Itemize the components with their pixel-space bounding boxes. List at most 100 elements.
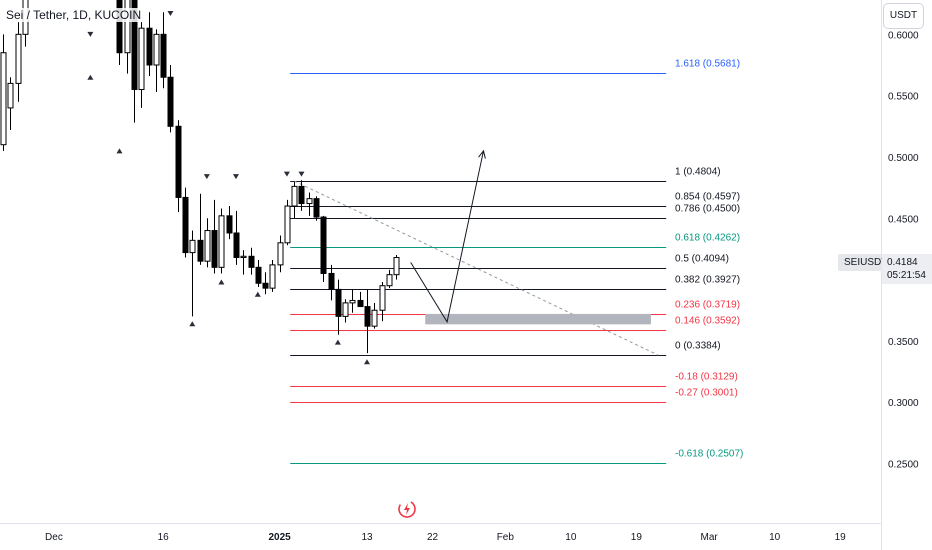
candle-body <box>298 185 305 205</box>
fib-level-label: 1 (0.4804) <box>675 167 721 178</box>
candle-body <box>379 285 386 311</box>
triangle-down-mark <box>203 174 210 180</box>
ticker-badge: SEIUSDT <box>838 254 894 271</box>
candle-body <box>153 33 160 66</box>
candle-body <box>269 264 276 289</box>
fib-level-label: 0 (0.3384) <box>675 341 721 352</box>
time-axis-tick: Mar <box>701 532 719 543</box>
candle-body <box>189 239 196 254</box>
price-axis-tick: 0.3000 <box>888 398 919 409</box>
candle-body <box>233 232 240 259</box>
candle-body <box>218 215 225 268</box>
price-axis-tick: 0.5000 <box>888 153 919 164</box>
fib-level-label: -0.618 (0.2507) <box>675 449 743 460</box>
price-axis-tick: 0.2500 <box>888 460 919 471</box>
fib-level-label: 0.854 (0.4597) <box>675 192 740 203</box>
candle-body <box>175 125 182 198</box>
candle-body <box>131 0 138 91</box>
triangle-down-mark <box>167 10 174 16</box>
time-axis-tick: 16 <box>158 532 170 543</box>
triangle-up-mark <box>334 339 341 345</box>
marks-layer <box>24 0 370 365</box>
candles-layer <box>0 0 400 354</box>
candle-body <box>357 299 364 308</box>
triangle-up-mark <box>189 321 196 327</box>
candle-body <box>248 255 255 268</box>
triangle-up-mark <box>364 359 370 365</box>
target-zone-box <box>425 313 651 325</box>
candle-body <box>226 215 233 234</box>
price-axis-tick: 0.6000 <box>888 30 919 41</box>
candle-body <box>255 266 262 284</box>
candle-body <box>342 302 349 317</box>
fib-level-label: 0.5 (0.4094) <box>675 254 729 265</box>
time-axis-tick: 13 <box>361 532 373 543</box>
candle-body <box>371 309 378 327</box>
last-price-badge: 0.4184 05:21:54 <box>882 254 932 284</box>
trend-line <box>293 180 659 356</box>
candle-body <box>386 274 393 287</box>
candle-body <box>167 76 174 127</box>
candle-body <box>0 52 7 146</box>
fib-level-label: 0.618 (0.4262) <box>675 233 740 244</box>
candle-body <box>349 299 356 304</box>
time-axis-tick: 10 <box>565 532 577 543</box>
symbol-title[interactable]: Sei / Tether, 1D, KUCOIN <box>4 8 144 22</box>
candle-body <box>262 282 269 289</box>
time-axis-tick: Dec <box>45 532 63 543</box>
time-axis-tick: 22 <box>427 532 439 543</box>
projection-path <box>410 150 484 324</box>
triangle-down-mark <box>232 174 239 180</box>
candle-body <box>15 33 22 84</box>
candle-body <box>393 257 400 276</box>
time-axis-tick: 19 <box>835 532 847 543</box>
candle-body <box>313 198 320 218</box>
price-axis-tick: 0.3500 <box>888 337 919 348</box>
fib-level-label: 0.786 (0.4500) <box>675 204 740 215</box>
candle-body <box>116 0 123 54</box>
candle-body <box>291 185 298 207</box>
candle-body <box>364 306 371 327</box>
bar-countdown: 05:21:54 <box>887 270 926 281</box>
candle-body <box>240 255 247 259</box>
currency-button[interactable]: USDT <box>883 3 924 29</box>
candle-body <box>182 196 189 254</box>
fib-level-label: 0.146 (0.3592) <box>675 316 740 327</box>
time-axis-tick: Feb <box>497 532 515 543</box>
price-axis-tick: 0.5500 <box>888 92 919 103</box>
time-axis-tick: 19 <box>631 532 643 543</box>
triangle-up-mark <box>254 291 261 297</box>
time-axis-tick: 2025 <box>269 532 292 543</box>
fib-level-label: -0.27 (0.3001) <box>675 388 738 399</box>
candle-body <box>328 272 335 290</box>
candle-body <box>204 230 211 262</box>
last-price: 0.4184 <box>887 257 918 268</box>
candle-body <box>335 288 342 317</box>
candle-body <box>197 239 204 262</box>
candle-body <box>320 216 327 274</box>
candle-body <box>146 27 153 66</box>
candle-body <box>7 82 14 109</box>
candle-body <box>138 27 145 91</box>
tradingview-logo-icon[interactable] <box>397 499 417 519</box>
fib-level-label: 0.236 (0.3719) <box>675 300 740 311</box>
triangle-up-mark <box>116 148 123 154</box>
fibonacci-layer: 1.618 (0.5681)1 (0.4804)0.854 (0.4597)0.… <box>290 59 743 464</box>
fib-level-label: 1.618 (0.5681) <box>675 59 740 70</box>
triangle-down-mark <box>298 171 305 177</box>
candle-body <box>284 205 291 244</box>
candle-body <box>277 242 284 266</box>
triangle-up-mark <box>218 279 225 285</box>
candle-body <box>211 230 218 268</box>
fib-level-label: -0.18 (0.3129) <box>675 372 738 383</box>
projection-arrow-head <box>478 149 486 159</box>
triangle-down-mark <box>87 31 94 37</box>
triangle-up-mark <box>87 74 94 80</box>
triangle-down-mark <box>283 171 290 177</box>
candle-body <box>306 198 313 205</box>
time-axis-tick: 10 <box>769 532 781 543</box>
candle-body <box>160 33 167 78</box>
